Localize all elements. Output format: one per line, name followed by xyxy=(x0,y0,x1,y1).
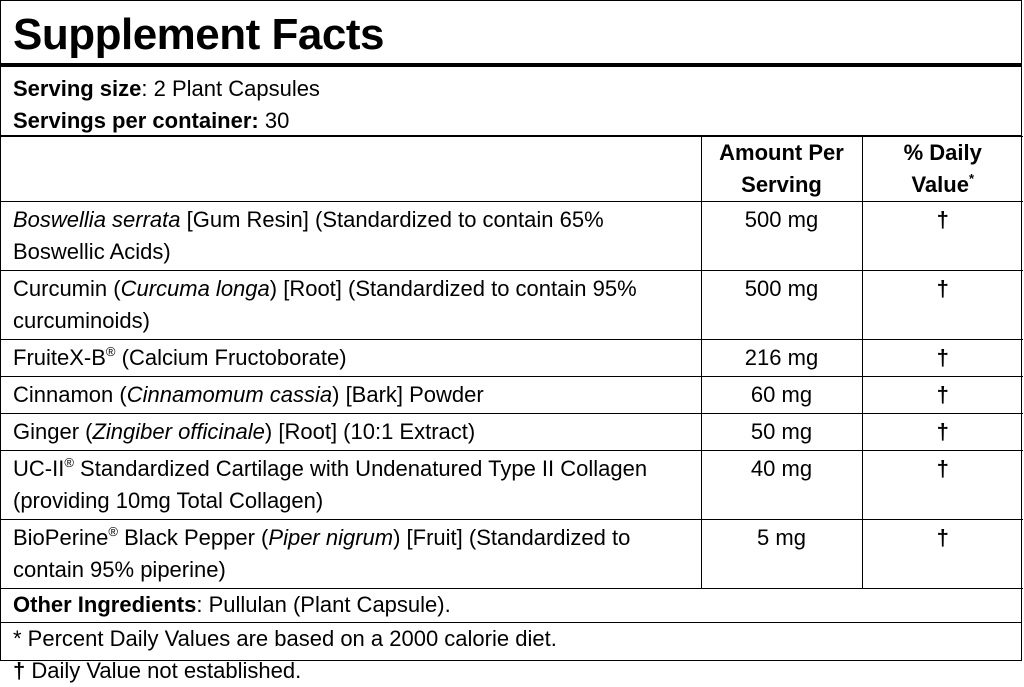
ingredient-row: FruiteX-B® (Calcium Fructoborate) 216 mg † xyxy=(1,339,1023,377)
registered-mark: ® xyxy=(105,344,116,359)
ingredient-name-part: ) [Bark] Powder xyxy=(332,382,484,407)
ingredient-amount: 500 mg xyxy=(700,201,863,271)
ingredient-name-part: [Gum Resin] (Standardized to contain 65%… xyxy=(13,207,604,264)
daily-value-header-line2: Value xyxy=(911,172,969,197)
footnote-dagger-line: † Daily Value not established. xyxy=(13,655,1021,687)
ingredient-row: Curcumin (Curcuma longa) [Root] (Standar… xyxy=(1,270,1023,340)
ingredient-name-cell: Cinnamon (Cinnamomum cassia) [Bark] Powd… xyxy=(1,376,702,414)
ingredient-amount: 500 mg xyxy=(700,270,863,340)
ingredient-daily-value: † xyxy=(861,519,1023,589)
other-ingredients: Other Ingredients: Pullulan (Plant Capsu… xyxy=(1,589,1021,623)
ingredient-name-cell: Ginger (Zingiber officinale) [Root] (10:… xyxy=(1,413,702,451)
ingredient-row: Boswellia serrata [Gum Resin] (Standardi… xyxy=(1,201,1023,271)
ingredient-name-part: UC-II xyxy=(13,456,65,481)
amount-header-cell: Amount Per Serving xyxy=(700,136,863,202)
ingredient-name-part: ) [Root] (Standardized to contain 95% cu… xyxy=(13,276,637,333)
ingredient-name-cell: BioPerine® Black Pepper (Piper nigrum) [… xyxy=(1,519,702,589)
amount-header-line2: Serving xyxy=(741,172,822,197)
ingredient-name-part: Curcumin ( xyxy=(13,276,121,301)
registered-mark: ® xyxy=(108,524,118,539)
ingredients-table: Amount Per Serving % Daily Value* Boswel… xyxy=(1,136,1023,589)
ingredient-name-part: Boswellia serrata xyxy=(13,207,181,232)
table-header-row: Amount Per Serving % Daily Value* xyxy=(1,136,1024,202)
ingredient-name-part: Zingiber officinale xyxy=(92,419,265,444)
footnote-percent: * Percent Daily Values are based on a 20… xyxy=(13,626,557,651)
serving-size-line: Serving size: 2 Plant Capsules xyxy=(13,73,1021,105)
ingredient-daily-value: † xyxy=(861,376,1023,414)
ingredient-name-cell: Boswellia serrata [Gum Resin] (Standardi… xyxy=(1,201,702,271)
ingredient-name-part: (Calcium Fructoborate) xyxy=(115,345,347,370)
footnote-dagger-text: Daily Value not established. xyxy=(25,658,302,683)
ingredient-name-part: Curcuma longa xyxy=(120,276,270,301)
ingredient-daily-value: † xyxy=(861,413,1023,451)
daily-value-asterisk: * xyxy=(968,171,975,186)
daily-value-header-line1: % Daily xyxy=(903,140,982,165)
daily-value-header-cell: % Daily Value* xyxy=(861,136,1024,202)
ingredient-row: Ginger (Zingiber officinale) [Root] (10:… xyxy=(1,413,1023,451)
ingredient-name-part: Cinnamon ( xyxy=(13,382,127,407)
servings-per-container-label: Servings per container: xyxy=(13,108,259,133)
other-ingredients-label: Other Ingredients xyxy=(13,592,197,617)
servings-per-container-line: Servings per container: 30 xyxy=(13,105,1021,137)
amount-header-line1: Amount Per xyxy=(719,140,844,165)
ingredient-amount: 50 mg xyxy=(700,413,863,451)
servings-per-container-value: 30 xyxy=(258,108,290,133)
ingredient-name-part: Piper nigrum xyxy=(268,525,394,550)
ingredient-amount: 5 mg xyxy=(700,519,863,589)
ingredient-name-part: Black Pepper ( xyxy=(117,525,269,550)
serving-size-value: : 2 Plant Capsules xyxy=(141,76,320,101)
ingredient-name-part: Standardized Cartilage with Undenatured … xyxy=(13,456,648,513)
ingredient-row: BioPerine® Black Pepper (Piper nigrum) [… xyxy=(1,519,1023,589)
footnotes: * Percent Daily Values are based on a 20… xyxy=(1,623,1021,687)
ingredient-amount: 40 mg xyxy=(700,450,863,520)
ingredient-daily-value: † xyxy=(861,270,1023,340)
panel-title: Supplement Facts xyxy=(1,1,1021,67)
other-ingredients-value: : Pullulan (Plant Capsule). xyxy=(196,592,451,617)
ingredient-amount: 60 mg xyxy=(700,376,863,414)
ingredient-name-part: ) [Root] (10:1 Extract) xyxy=(264,419,476,444)
serving-size-label: Serving size xyxy=(13,76,142,101)
ingredient-amount: 216 mg xyxy=(700,339,863,377)
dagger-icon: † xyxy=(13,658,26,683)
ingredient-name-part: Cinnamomum cassia xyxy=(126,382,333,407)
ingredient-daily-value: † xyxy=(861,339,1023,377)
registered-mark: ® xyxy=(64,455,74,470)
daily-value-header-line2-wrap: Value* xyxy=(863,169,1024,201)
ingredient-daily-value: † xyxy=(861,201,1023,271)
ingredient-name-part: ) [Fruit] (Standardized to contain 95% p… xyxy=(13,525,631,582)
ingredient-name-part: Ginger ( xyxy=(13,419,93,444)
ingredient-name-cell: UC-II® Standardized Cartilage with Unden… xyxy=(1,450,702,520)
ingredient-row: Cinnamon (Cinnamomum cassia) [Bark] Powd… xyxy=(1,376,1023,414)
ingredient-row: UC-II® Standardized Cartilage with Unden… xyxy=(1,450,1023,520)
ingredient-name-part: BioPerine xyxy=(13,525,109,550)
ingredient-name-cell: Curcumin (Curcuma longa) [Root] (Standar… xyxy=(1,270,702,340)
ingredient-header-cell xyxy=(1,136,702,202)
ingredient-name-part: FruiteX-B xyxy=(13,345,106,370)
ingredient-daily-value: † xyxy=(861,450,1023,520)
ingredient-name-cell: FruiteX-B® (Calcium Fructoborate) xyxy=(1,339,702,377)
serving-info: Serving size: 2 Plant Capsules Servings … xyxy=(1,67,1021,136)
